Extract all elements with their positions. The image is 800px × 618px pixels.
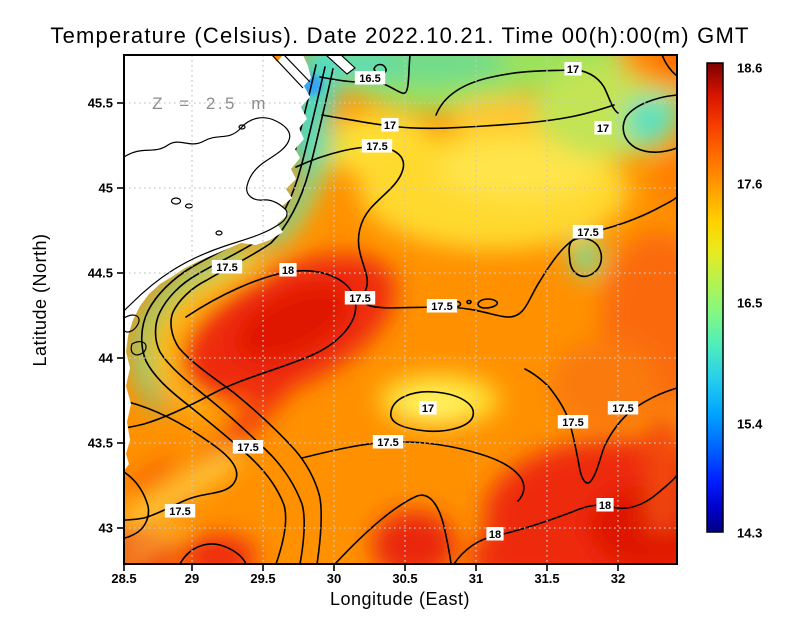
- colorbar-tick-label: 16.5: [737, 296, 762, 311]
- contour-label-box: [344, 291, 376, 305]
- sea-temperature-field: [124, 55, 677, 564]
- x-axis-title: Longitude (East): [330, 589, 470, 609]
- y-axis-title: Latitude (North): [30, 233, 50, 366]
- y-tick-label: 45.5: [88, 96, 113, 111]
- colorbar-tick-labels: 18.6 17.6 16.5 15.4 14.3: [737, 61, 763, 541]
- contour-label: 18: [599, 500, 611, 512]
- colorbar: 18.6 17.6 16.5 15.4 14.3: [706, 61, 763, 541]
- contour-label: 17.5: [377, 437, 398, 449]
- contour-label-box: [596, 498, 614, 512]
- contour-label: 17: [384, 120, 396, 132]
- contour-label: 18: [489, 529, 501, 541]
- plot-frame: [123, 54, 678, 565]
- contour-label-box: [557, 415, 589, 429]
- x-tick-label: 30.5: [392, 571, 417, 586]
- spit-sliver: [325, 55, 356, 75]
- contour-label-box: [572, 225, 604, 239]
- contour-label-box: [354, 71, 386, 85]
- chart-title: Temperature (Celsius). Date 2022.10.21. …: [50, 23, 749, 48]
- colorbar-tick-label: 14.3: [737, 526, 762, 541]
- contour-label: 17.5: [431, 301, 452, 313]
- contour-label: 17: [597, 123, 609, 135]
- contour-label: 17.5: [169, 506, 190, 518]
- map-area: 16.5 17 17 17 17.5 17.5 17.5 18 17.5 17.5 17 17.5 17…: [124, 55, 677, 564]
- x-tick-label: 30: [327, 571, 341, 586]
- contour-label-box: [372, 435, 404, 449]
- depth-annotation: Z = 2.5 m: [152, 94, 268, 113]
- y-tick-label: 43: [99, 521, 113, 536]
- colorbar-tick-label: 15.4: [737, 417, 763, 432]
- contour-label-box: [426, 299, 458, 313]
- contour-label-box: [594, 121, 612, 135]
- contour-label: 17.5: [366, 141, 387, 153]
- y-tick-label: 45: [99, 181, 113, 196]
- contour-label-box: [279, 263, 297, 277]
- contour-label: 16.5: [359, 73, 380, 85]
- contour-label-box: [564, 62, 582, 76]
- y-tick-label: 44.5: [88, 266, 113, 281]
- contour-label: 17.5: [612, 403, 633, 415]
- contour-label-box: [607, 401, 639, 415]
- contour-label: 17.5: [577, 227, 598, 239]
- contour-label: 17.5: [562, 417, 583, 429]
- colorbar-gradient: [706, 62, 724, 533]
- x-tick-label: 31.5: [534, 571, 559, 586]
- coastline-outlines: [124, 55, 311, 356]
- contour-label-box: [164, 504, 196, 518]
- contour-label-box: [361, 139, 393, 153]
- x-tick-label: 31: [469, 571, 483, 586]
- x-tick-label: 29.5: [250, 571, 275, 586]
- contour-label: 17.5: [349, 293, 370, 305]
- contour-label-box: [419, 401, 437, 415]
- contour-label: 17: [567, 64, 579, 76]
- x-tick-label: 28.5: [111, 571, 136, 586]
- land-mask: [124, 55, 356, 471]
- y-axis: 45.5 45 44.5 44 43.5 43: [88, 96, 124, 536]
- contour-label-box: [232, 440, 264, 454]
- x-tick-label: 29: [185, 571, 199, 586]
- contour-label-box: [211, 260, 243, 274]
- y-tick-label: 43.5: [88, 436, 113, 451]
- colorbar-tick-label: 18.6: [737, 61, 762, 76]
- contour-label: 18: [282, 265, 294, 277]
- x-axis: 28.5 29 29.5 30 30.5 31 31.5 32: [111, 564, 625, 586]
- contour-label: 17: [422, 403, 434, 415]
- x-tick-label: 32: [611, 571, 625, 586]
- contour-label-box: [381, 118, 399, 132]
- y-tick-label: 44: [99, 351, 114, 366]
- colorbar-tick-label: 17.6: [737, 177, 762, 192]
- contour-labels-group: 16.5 17 17 17 17.5 17.5 17.5 18 17.5 17.5 17 17.5 17…: [164, 62, 639, 541]
- contour-label: 17.5: [237, 442, 258, 454]
- contour-label: 17.5: [216, 262, 237, 274]
- contour-label-box: [486, 527, 504, 541]
